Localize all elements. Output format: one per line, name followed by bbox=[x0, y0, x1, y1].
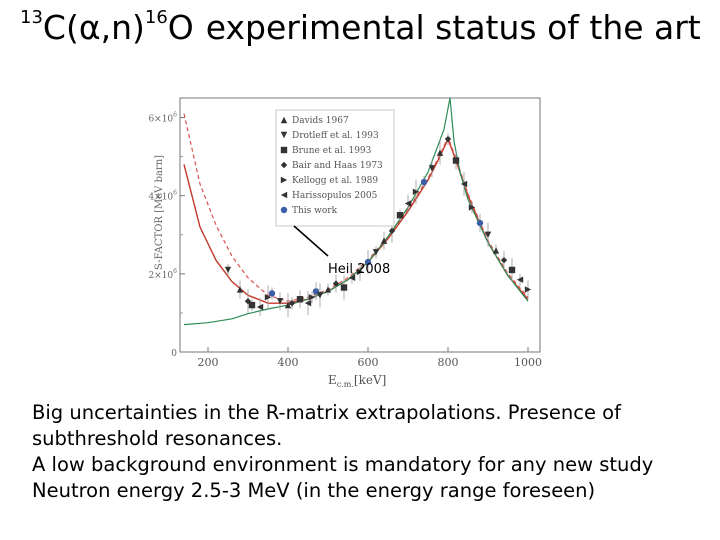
data-point bbox=[484, 231, 492, 238]
data-point bbox=[284, 301, 292, 309]
annotation-pointer bbox=[293, 225, 329, 257]
data-point bbox=[304, 299, 312, 307]
y-tick-exponent: 6 bbox=[173, 112, 177, 119]
body-line-1: Big uncertainties in the R-matrix extrap… bbox=[32, 401, 621, 424]
data-point bbox=[500, 256, 508, 264]
x-axis-label-main: E bbox=[328, 373, 337, 387]
x-tick-label: 800 bbox=[438, 356, 459, 369]
y-tick-exponent: 6 bbox=[173, 190, 177, 197]
y-tick-label: 6×106 bbox=[148, 112, 177, 125]
data-point bbox=[444, 135, 452, 143]
legend-label: Harissopulos 2005 bbox=[292, 191, 378, 201]
data-point bbox=[516, 276, 524, 283]
data-point bbox=[264, 294, 272, 301]
data-point bbox=[388, 227, 396, 235]
body-line-2: subthreshold resonances. bbox=[32, 427, 283, 450]
title-reaction-end: O bbox=[167, 8, 194, 47]
legend-label: Drotleff et al. 1993 bbox=[292, 131, 379, 141]
data-point bbox=[468, 204, 476, 211]
data-point bbox=[372, 249, 380, 256]
legend-label: This work bbox=[292, 206, 338, 216]
legend-marker-triangle-left bbox=[280, 191, 288, 199]
data-point bbox=[340, 284, 348, 291]
data-point bbox=[404, 200, 412, 207]
data-point bbox=[348, 274, 356, 281]
data-point bbox=[316, 292, 324, 299]
slide-title: 13C(α,n)16O experimental status of the ar… bbox=[20, 7, 701, 47]
data-point bbox=[288, 299, 296, 307]
y-tick-label: 4×106 bbox=[148, 190, 177, 203]
title-reaction-mid: ,n) bbox=[100, 8, 145, 47]
svg-text:Ec.m.[keV]: Ec.m.[keV] bbox=[328, 373, 386, 389]
data-point bbox=[356, 268, 364, 276]
y-tick-label: 0 bbox=[171, 349, 177, 359]
data-point bbox=[248, 301, 256, 309]
data-point bbox=[460, 180, 468, 188]
legend-marker-triangle-down bbox=[280, 131, 288, 139]
body-line-4: Neutron energy 2.5-3 MeV (in the energy … bbox=[32, 479, 596, 502]
legend-label: Brune et al. 1993 bbox=[292, 146, 372, 156]
data-point bbox=[452, 157, 460, 164]
data-point bbox=[476, 219, 484, 227]
data-point bbox=[380, 237, 388, 244]
legend-marker-triangle-right bbox=[280, 176, 288, 184]
x-axis-label-unit: [keV] bbox=[354, 373, 386, 387]
data-point bbox=[420, 178, 428, 186]
data-point bbox=[236, 286, 244, 293]
x-tick-label: 400 bbox=[278, 356, 299, 369]
data-point bbox=[396, 212, 404, 219]
x-axis-label: Ec.m.[keV] bbox=[328, 373, 386, 389]
legend-marker-square bbox=[280, 146, 288, 154]
data-point bbox=[412, 188, 420, 195]
x-tick-label: 600 bbox=[358, 356, 379, 369]
data-point bbox=[436, 149, 444, 156]
x-tick-label: 200 bbox=[198, 356, 219, 369]
mass-number-o: 16 bbox=[144, 7, 168, 28]
data-point bbox=[324, 286, 332, 293]
legend-marker-circle bbox=[280, 206, 288, 214]
plot-frame bbox=[179, 97, 541, 353]
data-point bbox=[296, 296, 304, 303]
data-point bbox=[224, 266, 232, 274]
title-reaction-start: C( bbox=[42, 8, 79, 47]
mass-number-c: 13 bbox=[20, 7, 43, 28]
data-point bbox=[268, 290, 276, 297]
alpha-symbol: α bbox=[78, 8, 101, 47]
legend-label: Kellogg et al. 1989 bbox=[292, 176, 378, 186]
y-axis-label: S-FACTOR [MeV barn] bbox=[154, 155, 165, 270]
data-point bbox=[308, 294, 316, 301]
body-line-3: A low background environment is mandator… bbox=[32, 453, 654, 476]
data-point bbox=[428, 165, 436, 172]
data-point bbox=[524, 286, 532, 293]
s-factor-chart: 200 400 600 800 1000 0 2×106 4×106 6×106 Davids … bbox=[148, 97, 542, 389]
legend-label: Bair and Haas 1973 bbox=[292, 161, 383, 171]
x-tick-label: 1000 bbox=[514, 356, 542, 369]
data-point bbox=[508, 266, 516, 274]
y-tick-exponent: 6 bbox=[173, 268, 177, 275]
title-rest: experimental status of the art bbox=[205, 8, 701, 47]
legend: Davids 1967 Drotleff et al. 1993 Brune et … bbox=[275, 109, 395, 227]
data-point bbox=[492, 247, 500, 254]
y-tick-label: 2×106 bbox=[148, 268, 177, 281]
heil-2008-annotation: Heil 2008 bbox=[328, 262, 390, 277]
x-axis-label-sub: c.m. bbox=[337, 380, 354, 389]
data-point bbox=[256, 303, 264, 311]
legend-label: Davids 1967 bbox=[292, 116, 349, 126]
data-point bbox=[276, 298, 284, 305]
legend-marker-triangle-up bbox=[280, 116, 288, 124]
fit-curve-solid-green bbox=[183, 97, 529, 326]
data-point bbox=[364, 258, 372, 266]
body-text: Big uncertainties in the R-matrix extrap… bbox=[32, 400, 712, 504]
legend-marker-diamond bbox=[280, 161, 288, 169]
